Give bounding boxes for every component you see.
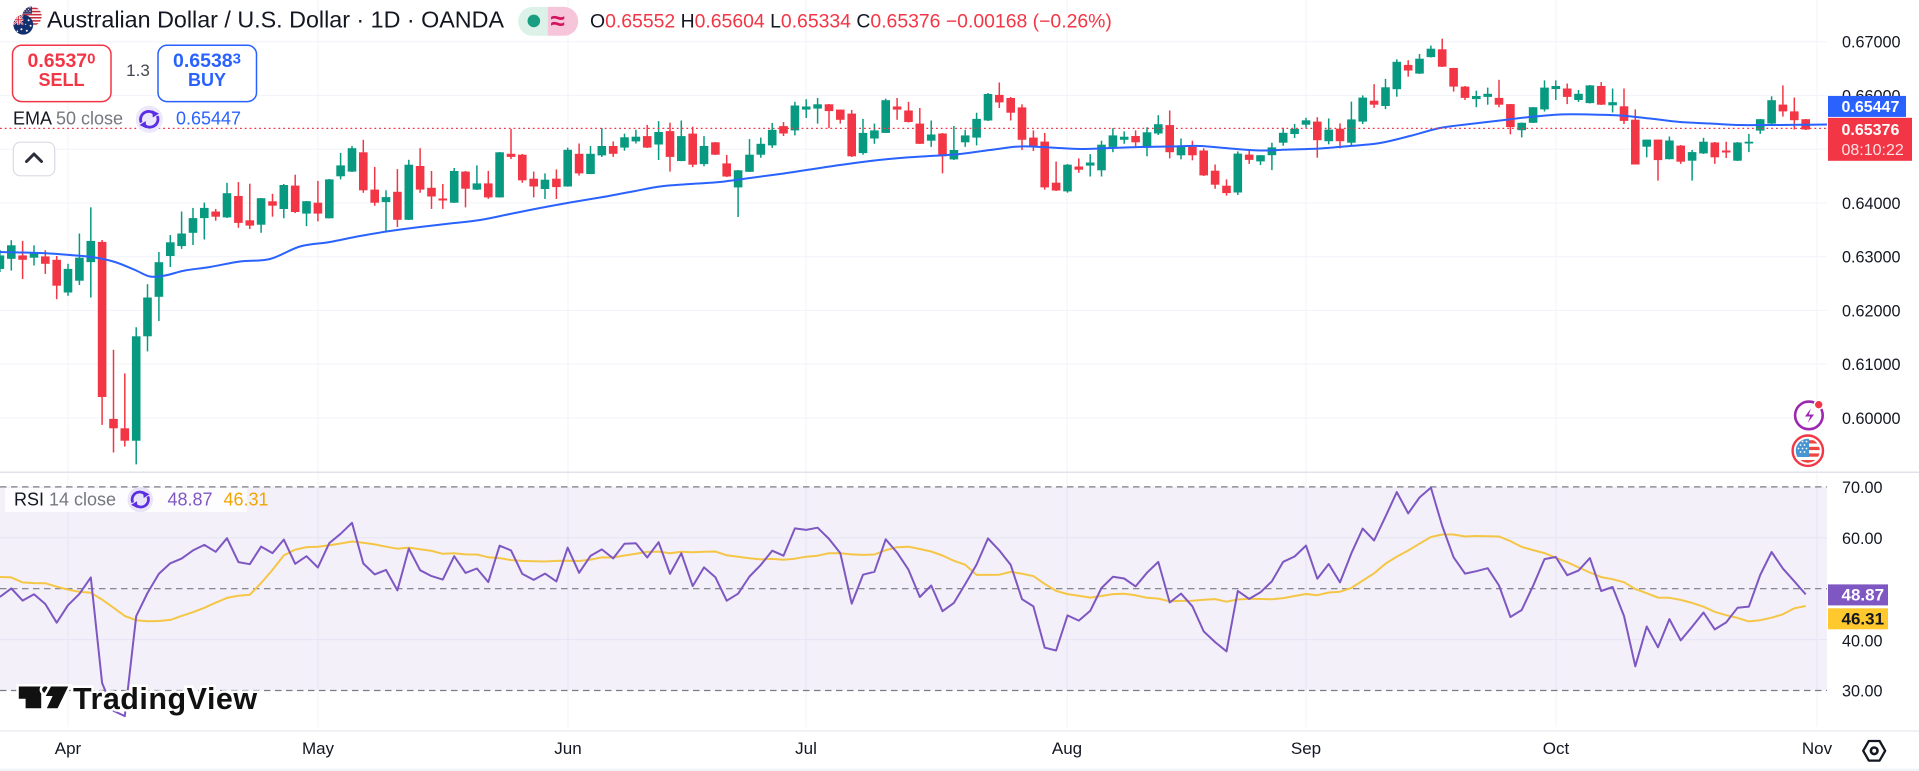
svg-text:Oct: Oct [1543, 739, 1570, 758]
svg-text:0.61000: 0.61000 [1842, 356, 1901, 374]
svg-text:0.62000: 0.62000 [1842, 302, 1901, 320]
svg-text:0.63000: 0.63000 [1842, 249, 1901, 267]
svg-text:1.3: 1.3 [126, 61, 150, 80]
svg-text:48.87: 48.87 [1842, 586, 1885, 605]
svg-text:Australian Dollar / U.S. Dolla: Australian Dollar / U.S. Dollar · 1D · O… [47, 7, 504, 33]
svg-text:RSI 14 close: RSI 14 close [14, 490, 116, 510]
svg-text:30.00: 30.00 [1842, 683, 1883, 701]
svg-text:Apr: Apr [55, 739, 82, 758]
svg-text:EMA 50 close: EMA 50 close [13, 109, 123, 129]
svg-text:Nov: Nov [1802, 739, 1833, 758]
svg-text:08:10:22: 08:10:22 [1842, 142, 1904, 159]
svg-text:0.65447: 0.65447 [176, 109, 241, 129]
svg-text:TradingView: TradingView [73, 682, 258, 716]
svg-text:0.64000: 0.64000 [1842, 195, 1901, 213]
svg-text:Jul: Jul [795, 739, 817, 758]
svg-text:0.65383: 0.65383 [173, 50, 241, 72]
svg-text:40.00: 40.00 [1842, 633, 1883, 651]
svg-text:48.87: 48.87 [168, 490, 213, 510]
svg-text:0.65376: 0.65376 [1842, 122, 1900, 139]
svg-text:46.31: 46.31 [1842, 610, 1885, 629]
svg-text:Sep: Sep [1291, 739, 1321, 758]
svg-text:O0.65552 H0.65604 L0.65334 C0.: O0.65552 H0.65604 L0.65334 C0.65376 −0.0… [590, 11, 1112, 33]
svg-text:0.60000: 0.60000 [1842, 410, 1901, 428]
svg-text:70.00: 70.00 [1842, 479, 1883, 497]
svg-text:Aug: Aug [1052, 739, 1082, 758]
svg-text:SELL: SELL [38, 70, 84, 90]
svg-text:May: May [302, 739, 335, 758]
svg-text:0.65447: 0.65447 [1842, 99, 1900, 116]
svg-text:≈: ≈ [551, 6, 565, 36]
svg-text:0.65370: 0.65370 [28, 50, 96, 72]
svg-text:46.31: 46.31 [224, 490, 269, 510]
svg-text:BUY: BUY [188, 70, 226, 90]
svg-text:Jun: Jun [554, 739, 581, 758]
svg-text:60.00: 60.00 [1842, 530, 1883, 548]
svg-text:0.67000: 0.67000 [1842, 34, 1901, 52]
